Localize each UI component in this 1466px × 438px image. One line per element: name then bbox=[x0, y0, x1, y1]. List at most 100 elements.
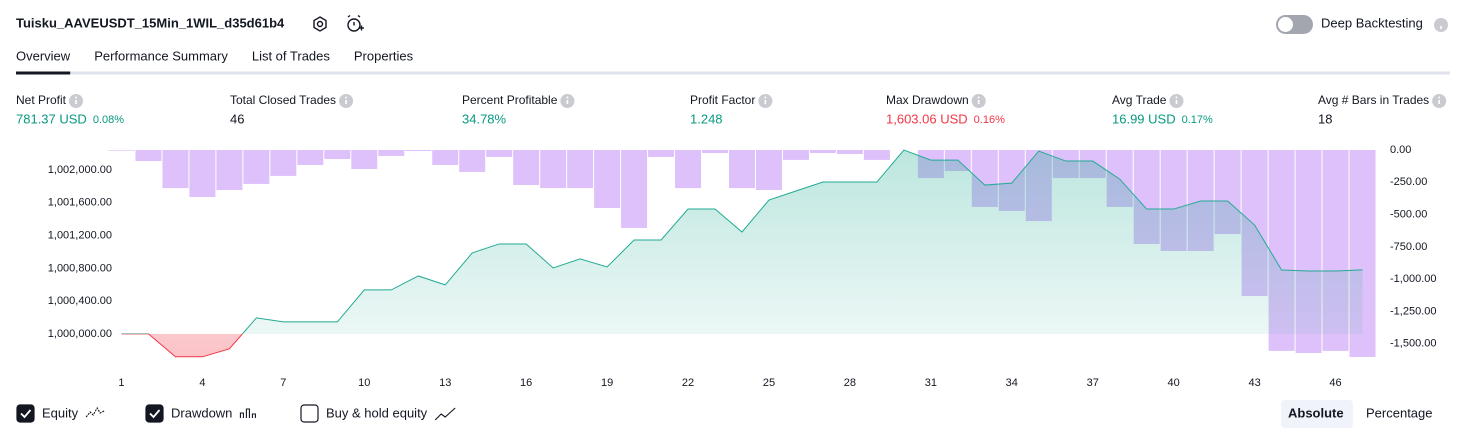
metric-label: Profit Factor bbox=[690, 93, 755, 107]
info-icon[interactable] bbox=[758, 94, 773, 108]
metric-value: 1.248 bbox=[690, 111, 723, 126]
drawdown-bar bbox=[351, 150, 378, 169]
metric-percent: 0.16% bbox=[974, 114, 1005, 126]
info-dot bbox=[75, 96, 78, 99]
x-tick-label: 10 bbox=[358, 377, 370, 389]
metric-value: 1,603.06 USD bbox=[886, 111, 968, 126]
tab[interactable]: Overview bbox=[16, 48, 71, 63]
drawdown-bar bbox=[162, 150, 189, 189]
x-tick-label: 28 bbox=[844, 377, 856, 389]
checkmark bbox=[20, 409, 32, 419]
y2-tick-label: -500.00 bbox=[1390, 208, 1427, 220]
x-tick-label: 25 bbox=[763, 377, 775, 389]
toggle-icon bbox=[434, 407, 456, 421]
x-tick-label: 34 bbox=[1006, 377, 1018, 389]
y2-tick-label: -250.00 bbox=[1390, 176, 1427, 188]
drawdown-bar bbox=[135, 150, 162, 161]
scale-mode[interactable]: Absolute bbox=[1288, 405, 1344, 420]
drawdown-bar bbox=[729, 150, 755, 189]
toggle-checkbox[interactable] bbox=[145, 404, 164, 423]
y2-tick-label: -1,250.00 bbox=[1390, 305, 1436, 317]
scale-mode[interactable]: Percentage bbox=[1366, 405, 1433, 420]
toggle-icon bbox=[85, 406, 105, 418]
drawdown-bar bbox=[432, 150, 459, 165]
y-tick-label: 1,000,000.00 bbox=[48, 328, 112, 340]
equity-area bbox=[121, 150, 1363, 334]
drawdown-bar bbox=[702, 150, 729, 153]
y-tick-label: 1,002,000.00 bbox=[48, 164, 112, 176]
settings-icon[interactable] bbox=[313, 16, 327, 32]
drawdown-bar bbox=[270, 150, 297, 176]
info-icon[interactable] bbox=[1432, 94, 1447, 108]
info-dot bbox=[345, 96, 348, 99]
deep-backtesting-switch[interactable] bbox=[1276, 15, 1313, 34]
metric-value: 16.99 USD bbox=[1112, 111, 1176, 126]
toggle-label: Equity bbox=[42, 405, 79, 420]
y2-tick-label: 0.00 bbox=[1390, 144, 1411, 156]
help-icon[interactable] bbox=[1434, 18, 1448, 32]
metric-value: 781.37 USD bbox=[16, 111, 87, 126]
toggle-checkbox[interactable] bbox=[300, 404, 319, 423]
x-tick-label: 16 bbox=[520, 377, 532, 389]
info-icon[interactable] bbox=[339, 94, 354, 108]
drawdown-bar bbox=[216, 150, 243, 191]
drawdown-bar bbox=[189, 150, 216, 198]
checkbox bbox=[145, 404, 164, 423]
drawdown-bar bbox=[540, 150, 567, 189]
metric-percent: 0.08% bbox=[93, 114, 124, 126]
drawdown-bar bbox=[486, 150, 513, 157]
info-icon[interactable] bbox=[560, 94, 575, 108]
checkmark bbox=[149, 409, 161, 419]
drawdown-bar bbox=[621, 150, 648, 228]
info-dot bbox=[1438, 96, 1441, 99]
y-tick-label: 1,001,200.00 bbox=[48, 229, 112, 241]
drawdown-bar bbox=[809, 150, 836, 153]
x-tick-label: 4 bbox=[199, 377, 205, 389]
metric-value: 18 bbox=[1318, 111, 1332, 126]
alert-icon[interactable] bbox=[347, 14, 364, 32]
drawdown-bar bbox=[648, 150, 675, 157]
drawdown-bar bbox=[405, 150, 432, 152]
x-tick-label: 43 bbox=[1248, 377, 1260, 389]
info-dot bbox=[1175, 96, 1178, 99]
drawdown-bar bbox=[755, 150, 782, 191]
drawdown-bar bbox=[297, 150, 324, 165]
metric-percent: 0.17% bbox=[1182, 114, 1213, 126]
drawdown-bar bbox=[324, 150, 351, 160]
toggle-checkbox[interactable] bbox=[16, 404, 35, 423]
metric-label: Percent Profitable bbox=[462, 93, 558, 107]
x-tick-label: 22 bbox=[682, 377, 694, 389]
tab[interactable]: Performance Summary bbox=[94, 48, 228, 63]
metric-value: 46 bbox=[230, 111, 244, 126]
drawdown-bar bbox=[459, 150, 486, 172]
tab[interactable]: Properties bbox=[354, 48, 414, 63]
drawdown-bar bbox=[782, 150, 809, 160]
info-icon[interactable] bbox=[1169, 94, 1184, 108]
y-tick-label: 1,000,400.00 bbox=[48, 295, 112, 307]
metric-label: Total Closed Trades bbox=[230, 93, 336, 107]
equity-area bbox=[148, 333, 243, 357]
metric-label: Max Drawdown bbox=[886, 93, 969, 107]
y-tick-label: 1,000,800.00 bbox=[48, 262, 112, 274]
metric-value: 34.78% bbox=[462, 111, 507, 126]
info-icon[interactable] bbox=[971, 94, 986, 108]
toggle-icon bbox=[239, 408, 256, 418]
drawdown-bar bbox=[567, 150, 594, 189]
tab[interactable]: List of Trades bbox=[252, 48, 331, 63]
info-dot bbox=[566, 96, 569, 99]
info-icon[interactable] bbox=[69, 94, 84, 108]
x-tick-label: 7 bbox=[280, 377, 286, 389]
x-tick-label: 40 bbox=[1168, 377, 1180, 389]
checkbox bbox=[16, 404, 35, 423]
x-tick-label: 1 bbox=[118, 377, 124, 389]
drawdown-bar bbox=[675, 150, 702, 189]
toggle-label: Drawdown bbox=[171, 405, 232, 420]
info-dot bbox=[764, 96, 767, 99]
metric-label: Avg Trade bbox=[1112, 93, 1167, 107]
x-tick-label: 13 bbox=[439, 377, 451, 389]
x-tick-label: 46 bbox=[1329, 377, 1341, 389]
x-tick-label: 37 bbox=[1087, 377, 1099, 389]
active-mode-bg bbox=[1281, 400, 1353, 428]
